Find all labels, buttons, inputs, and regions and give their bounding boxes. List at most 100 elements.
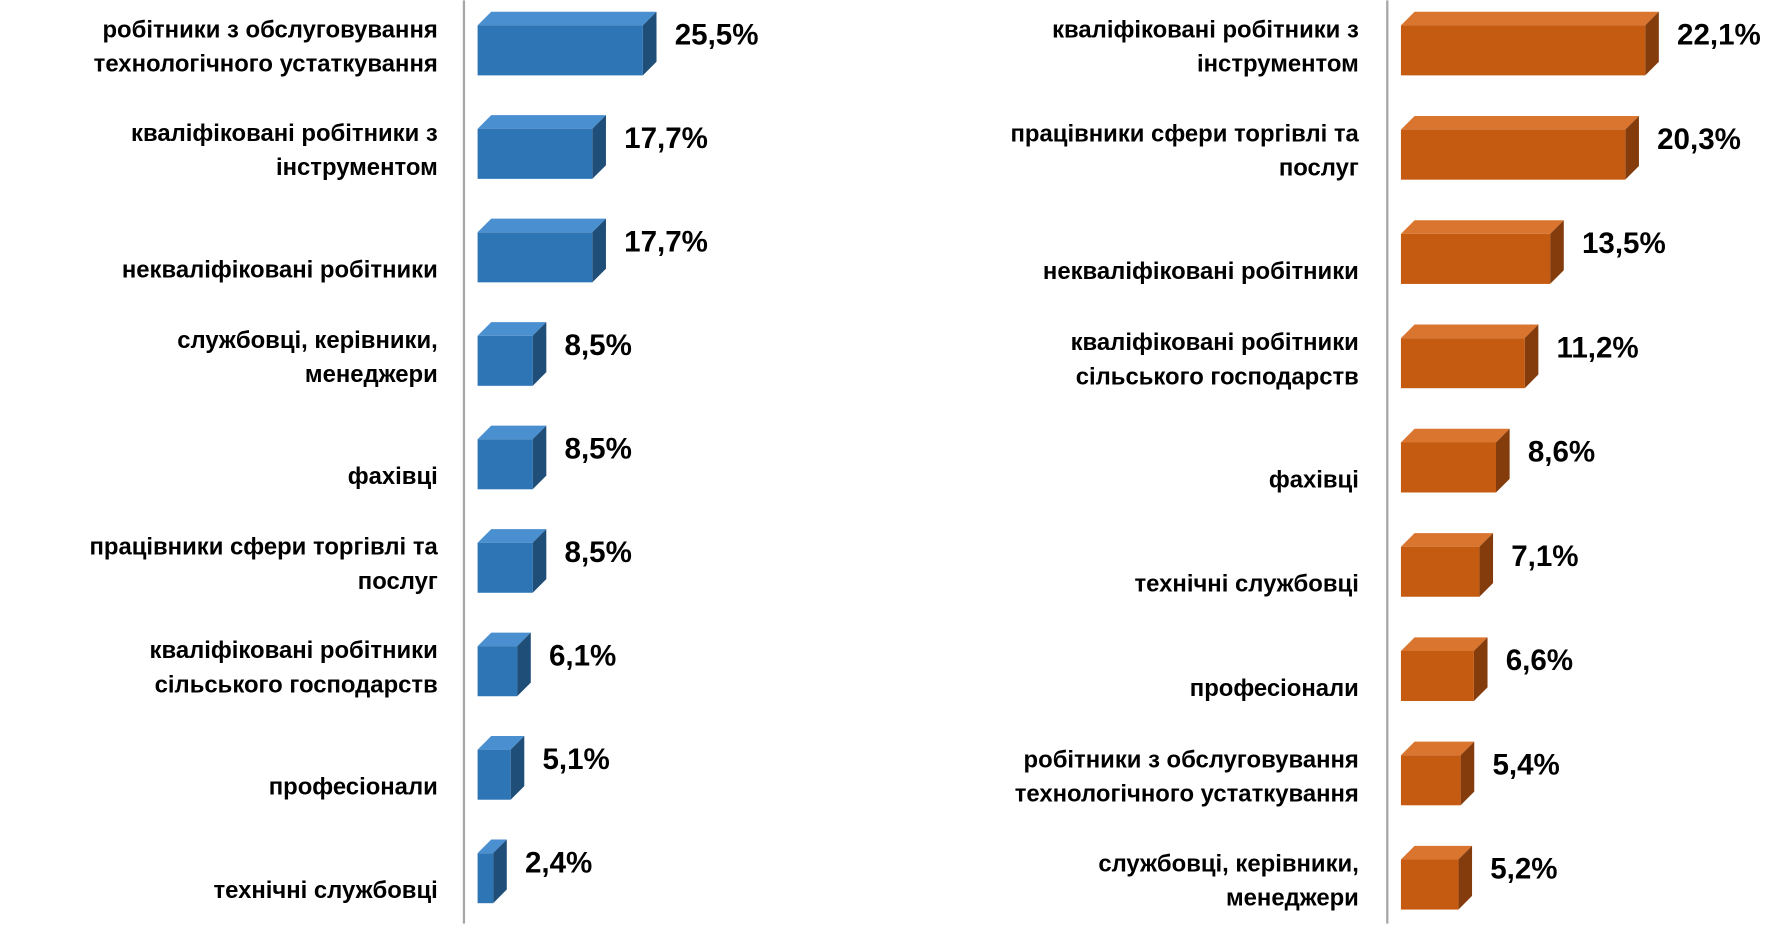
bar-top — [477, 839, 507, 854]
bar-side — [642, 11, 657, 76]
bar-top — [477, 218, 606, 233]
category-label: послуг — [358, 568, 438, 595]
bar-side — [532, 322, 547, 386]
category-label: технологічного устаткування — [1015, 780, 1359, 807]
bar-top — [1400, 637, 1488, 651]
bar-top — [1400, 115, 1639, 130]
value-label: 5,4% — [1492, 748, 1559, 781]
category-label: технічні службовці — [1135, 571, 1359, 598]
bar-top — [1400, 324, 1539, 339]
bar-top — [1400, 220, 1564, 234]
bar — [477, 232, 593, 283]
bar-side — [1479, 533, 1494, 597]
bar-top — [477, 736, 525, 750]
bar-side — [1460, 741, 1475, 806]
value-label: 2,4% — [525, 846, 592, 879]
bar — [477, 439, 533, 490]
bar-side — [592, 115, 606, 179]
bar — [477, 335, 533, 386]
bar-top — [477, 632, 531, 647]
bar — [1400, 859, 1459, 910]
category-label: некваліфіковані робітники — [1043, 258, 1359, 285]
value-label: 17,7% — [624, 225, 708, 258]
bar — [1400, 129, 1626, 180]
value-label: 8,5% — [565, 536, 632, 569]
bar-top — [477, 11, 657, 26]
bar — [1400, 546, 1480, 597]
bar-side — [1495, 428, 1510, 493]
value-label: 6,1% — [549, 639, 616, 672]
bar — [477, 542, 533, 593]
bar-top — [1400, 533, 1494, 547]
value-label: 17,7% — [624, 122, 708, 155]
category-label: сільського господарств — [155, 671, 438, 698]
category-label: працівники сфери торгівлі та — [1011, 121, 1360, 148]
category-label: некваліфіковані робітники — [122, 256, 438, 283]
bar-top — [1400, 741, 1475, 756]
bar — [477, 853, 494, 904]
category-label: професіонали — [1190, 675, 1359, 702]
category-label: професіонали — [269, 774, 438, 801]
bar-top — [1400, 428, 1510, 443]
category-label: технологічного устаткування — [94, 50, 438, 77]
category-label: робітники з обслуговування — [102, 16, 437, 43]
value-label: 8,6% — [1528, 436, 1595, 469]
value-label: 22,1% — [1677, 19, 1761, 52]
category-label: кваліфіковані робітники з — [131, 120, 438, 147]
bar-side — [1458, 845, 1473, 910]
value-label: 6,6% — [1506, 644, 1573, 677]
category-label: послуг — [1279, 155, 1359, 182]
bar-side — [532, 425, 547, 490]
value-label: 13,5% — [1582, 227, 1666, 260]
value-label: 8,5% — [565, 432, 632, 465]
category-label: інструментом — [1197, 50, 1359, 77]
bar — [1400, 650, 1474, 702]
bar-top — [477, 425, 547, 440]
bar — [1400, 338, 1525, 389]
bar-side — [1524, 324, 1539, 389]
value-label: 7,1% — [1511, 540, 1578, 573]
bar — [1400, 233, 1551, 284]
bar — [477, 128, 593, 179]
category-label: службовці, керівники, — [177, 327, 438, 354]
category-label: сільського господарств — [1076, 363, 1359, 390]
value-label: 5,2% — [1490, 853, 1557, 886]
bar-top — [477, 322, 547, 336]
bar — [1400, 25, 1646, 76]
category-label: технічні службовці — [213, 877, 437, 904]
bar-side — [493, 839, 507, 904]
bar-top — [1400, 845, 1473, 860]
value-label: 25,5% — [675, 19, 759, 52]
category-label: фахівці — [348, 463, 438, 490]
bar-side — [1473, 637, 1488, 702]
bar-top — [477, 115, 606, 129]
bar-top — [1400, 11, 1659, 26]
category-label: кваліфіковані робітники — [150, 637, 438, 664]
category-label: працівники сфери торгівлі та — [89, 534, 438, 561]
category-label: робітники з обслуговування — [1024, 746, 1359, 773]
bar-side — [532, 529, 547, 593]
category-label: менеджери — [1226, 885, 1359, 912]
bar-side — [510, 736, 525, 800]
bar — [477, 749, 511, 800]
category-label: фахівці — [1269, 466, 1359, 493]
category-label: службовці, керівники, — [1098, 851, 1359, 878]
value-label: 8,5% — [565, 329, 632, 362]
category-label: кваліфіковані робітники з — [1052, 16, 1359, 43]
category-label: кваліфіковані робітники — [1071, 329, 1359, 356]
value-label: 5,1% — [542, 743, 609, 776]
bar-side — [592, 218, 606, 283]
value-label: 20,3% — [1657, 123, 1741, 156]
bar-side — [1645, 11, 1659, 76]
bar-top — [477, 529, 547, 543]
category-label: менеджери — [305, 361, 438, 388]
bar — [477, 646, 518, 697]
bar — [1400, 755, 1461, 806]
bar-side — [517, 632, 531, 697]
value-label: 11,2% — [1557, 331, 1639, 364]
bar — [477, 25, 643, 76]
bar — [1400, 442, 1496, 493]
category-label: інструментом — [276, 154, 438, 181]
bar-side — [1625, 115, 1639, 180]
